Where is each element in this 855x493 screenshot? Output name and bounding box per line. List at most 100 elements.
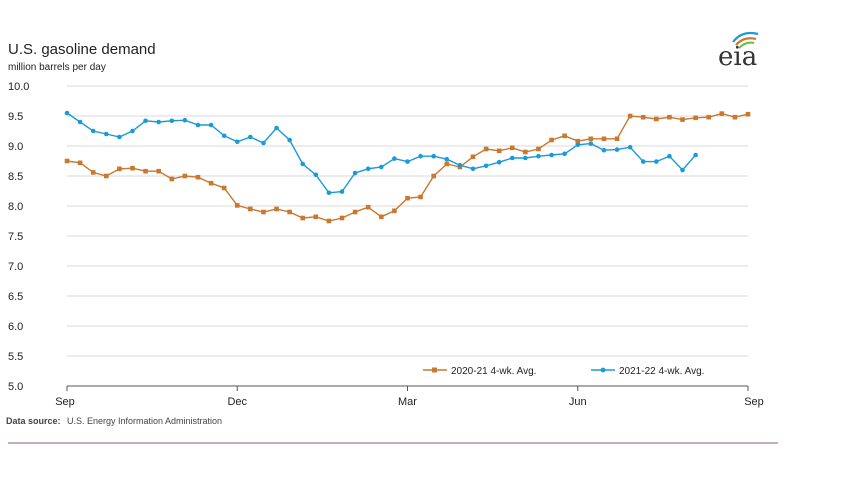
data-point xyxy=(667,153,672,159)
data-point xyxy=(234,139,240,145)
y-tick-label: 8.0 xyxy=(8,201,23,213)
data-point xyxy=(300,215,306,221)
eia-logo-text: eia xyxy=(718,42,757,72)
data-point xyxy=(169,118,175,124)
data-point xyxy=(496,159,502,165)
data-point xyxy=(365,204,371,210)
data-point xyxy=(143,118,148,124)
data-point xyxy=(536,153,541,159)
y-tick-label: 7.5 xyxy=(8,231,23,243)
data-point xyxy=(103,131,109,137)
data-point xyxy=(431,153,436,159)
data-point xyxy=(431,173,436,179)
data-point xyxy=(588,141,594,146)
data-point xyxy=(221,185,227,191)
data-point xyxy=(287,209,292,215)
eia-logo-arc-green xyxy=(738,41,755,49)
data-point xyxy=(287,137,292,143)
data-point xyxy=(64,158,70,164)
data-point xyxy=(339,215,345,221)
data-point xyxy=(640,159,646,164)
data-point xyxy=(379,214,384,220)
y-tick-label: 6.5 xyxy=(8,291,23,303)
y-axis-ticks: 5.0 5.5 6.0 6.5 7.0 7.5 8.0 8.5 9.0 9.5 10.0 xyxy=(8,81,29,393)
data-point xyxy=(509,155,515,161)
data-point xyxy=(627,144,633,150)
x-tick-label: Sep xyxy=(55,396,75,408)
data-point xyxy=(693,115,698,121)
y-tick-label: 5.5 xyxy=(8,351,23,363)
data-point xyxy=(248,134,253,140)
data-point xyxy=(130,165,135,171)
data-point xyxy=(418,153,423,159)
x-tick-label: Jun xyxy=(569,396,587,408)
series-line-1 xyxy=(66,112,697,194)
data-point xyxy=(614,147,620,152)
data-point xyxy=(261,140,266,146)
data-point xyxy=(274,206,279,212)
data-point xyxy=(261,209,266,215)
data-point xyxy=(208,180,214,186)
data-point xyxy=(143,168,148,174)
series-0 xyxy=(64,111,751,224)
x-tick-label: Sep xyxy=(744,396,764,408)
data-point xyxy=(627,113,633,119)
data-point xyxy=(575,138,581,144)
data-point xyxy=(208,122,214,128)
legend-label-2020-21: 2020-21 4-wk. Avg. xyxy=(451,366,536,377)
data-point xyxy=(352,209,358,215)
data-point xyxy=(392,208,397,214)
data-point xyxy=(719,111,725,116)
eia-logo-arc-orange xyxy=(735,37,757,46)
data-point xyxy=(588,136,594,142)
eia-logo: eia xyxy=(718,31,759,72)
data-point xyxy=(405,195,410,201)
data-point xyxy=(667,114,672,120)
data-point xyxy=(549,137,554,143)
data-point xyxy=(444,161,450,167)
data-point xyxy=(536,146,541,152)
data-source: Data source: U.S. Energy Information Adm… xyxy=(6,411,222,428)
data-point xyxy=(117,166,122,172)
data-point xyxy=(300,161,306,167)
y-tick-label: 10.0 xyxy=(8,81,29,93)
data-point xyxy=(339,189,345,194)
data-point xyxy=(234,203,240,208)
data-point xyxy=(523,155,528,161)
data-point xyxy=(182,173,188,179)
data-point xyxy=(549,152,554,158)
data-point xyxy=(693,152,698,158)
data-point xyxy=(77,160,83,166)
chart-title: U.S. gasoline demand xyxy=(8,41,156,58)
data-point xyxy=(352,170,358,176)
series-1 xyxy=(64,110,698,196)
series-line-0 xyxy=(66,112,749,222)
data-point xyxy=(195,122,201,128)
data-point xyxy=(274,125,279,131)
data-point xyxy=(509,145,515,151)
data-point xyxy=(483,163,489,169)
data-point xyxy=(195,174,201,180)
data-point xyxy=(470,166,476,172)
grid-lines xyxy=(67,85,748,357)
chart-subtitle: million barrels per day xyxy=(8,62,106,73)
data-point xyxy=(392,156,397,161)
data-point xyxy=(745,111,751,117)
eia-logo-arc-blue xyxy=(732,31,759,43)
data-point xyxy=(601,136,607,142)
data-point xyxy=(77,119,83,125)
data-point xyxy=(90,128,96,134)
data-point xyxy=(483,146,489,152)
y-tick-label: 6.0 xyxy=(8,321,23,333)
data-point xyxy=(156,168,161,174)
data-point xyxy=(326,190,332,196)
data-point xyxy=(326,218,332,224)
y-tick-label: 9.0 xyxy=(8,141,23,153)
data-source-label: Data source: xyxy=(6,416,61,426)
data-point xyxy=(182,117,188,123)
data-point xyxy=(732,114,738,120)
data-point xyxy=(90,170,96,175)
data-point xyxy=(640,114,646,120)
data-point xyxy=(365,166,371,172)
data-source-text: U.S. Energy Information Administration xyxy=(67,416,222,426)
